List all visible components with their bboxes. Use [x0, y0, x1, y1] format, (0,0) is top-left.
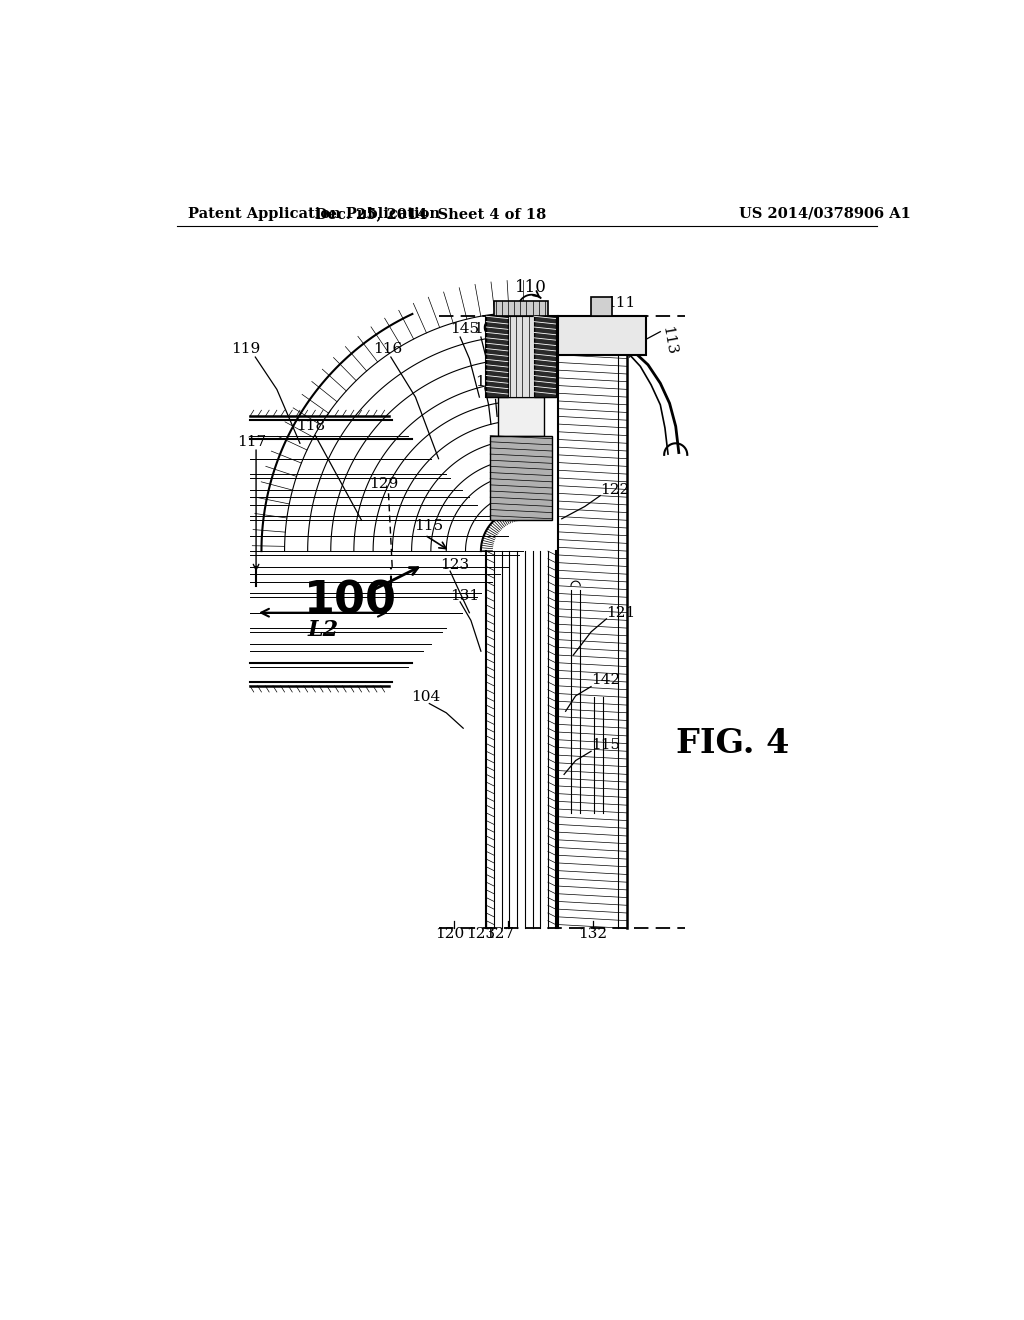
Text: 127: 127	[487, 387, 517, 400]
Text: 115: 115	[591, 738, 621, 752]
Bar	[498, 397, 544, 436]
Text: 119: 119	[230, 342, 260, 356]
Text: Dec. 25, 2014  Sheet 4 of 18: Dec. 25, 2014 Sheet 4 of 18	[315, 207, 547, 220]
Text: 100: 100	[303, 579, 396, 623]
Bar	[486, 317, 508, 397]
Text: 104: 104	[412, 690, 441, 705]
Bar	[591, 297, 611, 317]
Text: 115: 115	[414, 519, 443, 532]
Text: 122: 122	[475, 375, 505, 388]
Text: 121: 121	[606, 606, 636, 619]
Text: Patent Application Publication: Patent Application Publication	[188, 207, 440, 220]
Text: 142: 142	[591, 673, 621, 688]
Text: 113: 113	[658, 325, 678, 356]
Text: 127: 127	[485, 927, 515, 941]
Text: 110: 110	[515, 280, 547, 296]
Text: US 2014/0378906 A1: US 2014/0378906 A1	[739, 207, 910, 220]
Text: 144: 144	[515, 447, 545, 462]
Text: 118: 118	[296, 420, 326, 433]
Bar	[490, 436, 552, 520]
Text: 116: 116	[373, 342, 402, 356]
Text: 129: 129	[370, 477, 398, 491]
Text: 111: 111	[606, 296, 636, 310]
Text: L2: L2	[308, 619, 339, 640]
Bar	[508, 317, 535, 397]
Text: 117: 117	[237, 434, 266, 449]
Bar	[558, 317, 646, 355]
Text: 120: 120	[435, 927, 465, 941]
Text: 122: 122	[600, 483, 630, 496]
Bar	[486, 317, 556, 397]
Bar	[494, 301, 548, 317]
Text: 123: 123	[466, 927, 496, 941]
Text: 123: 123	[440, 558, 469, 572]
Text: 131: 131	[451, 589, 479, 603]
Bar	[535, 317, 556, 397]
Text: FIG. 4: FIG. 4	[676, 727, 790, 760]
Text: 145: 145	[451, 322, 479, 337]
Text: 132: 132	[578, 927, 607, 941]
Text: 106: 106	[473, 322, 503, 337]
